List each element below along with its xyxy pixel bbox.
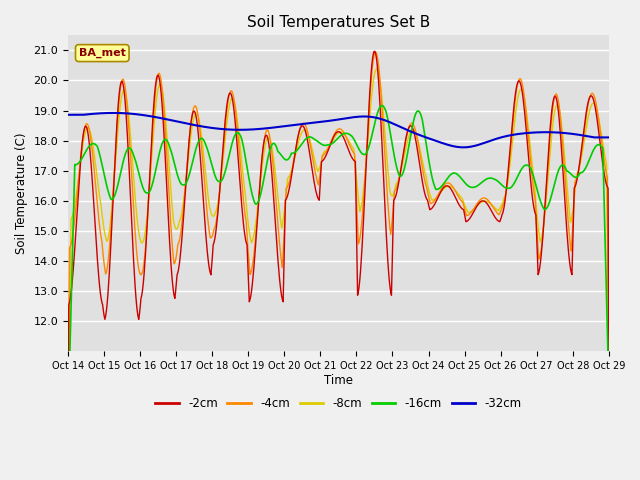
Legend: -2cm, -4cm, -8cm, -16cm, -32cm: -2cm, -4cm, -8cm, -16cm, -32cm [150, 392, 527, 415]
X-axis label: Time: Time [324, 374, 353, 387]
Title: Soil Temperatures Set B: Soil Temperatures Set B [247, 15, 430, 30]
Text: BA_met: BA_met [79, 48, 125, 58]
Y-axis label: Soil Temperature (C): Soil Temperature (C) [15, 132, 28, 254]
